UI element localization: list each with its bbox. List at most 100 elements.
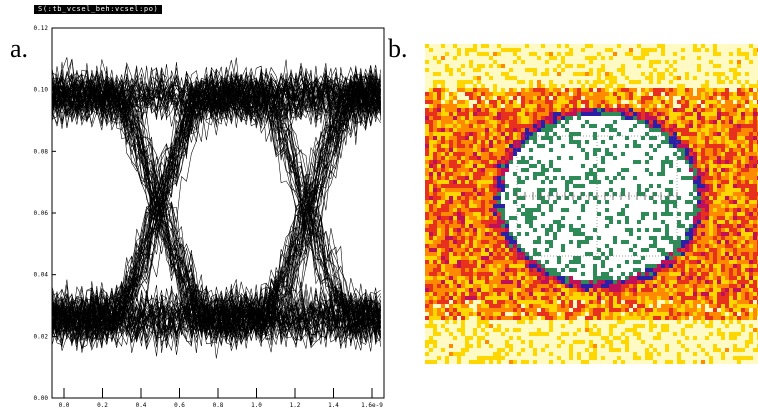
eye-trace-line bbox=[51, 82, 381, 335]
heatmap-cell bbox=[589, 52, 593, 56]
heatmap-cell bbox=[465, 156, 469, 160]
heatmap-cell bbox=[725, 200, 729, 204]
heatmap-cell bbox=[489, 316, 493, 320]
heatmap-cell bbox=[753, 304, 757, 308]
heatmap-cell bbox=[689, 288, 693, 292]
heatmap-cell bbox=[741, 280, 745, 284]
heatmap-cell bbox=[725, 260, 729, 264]
heatmap-cell bbox=[689, 232, 693, 236]
heatmap-cell bbox=[717, 128, 721, 132]
heatmap-cell bbox=[697, 288, 701, 292]
heatmap-cell bbox=[681, 80, 685, 84]
heatmap-cell bbox=[501, 208, 505, 212]
heatmap-cell bbox=[697, 204, 701, 208]
heatmap-cell bbox=[661, 220, 665, 224]
heatmap-cell bbox=[669, 92, 673, 96]
heatmap-cell bbox=[537, 312, 541, 316]
heatmap-cell bbox=[677, 320, 681, 324]
heatmap-cell bbox=[453, 216, 457, 220]
heatmap-cell bbox=[437, 316, 441, 320]
heatmap-cell bbox=[553, 168, 557, 172]
heatmap-cell bbox=[533, 240, 537, 244]
heatmap-cell bbox=[561, 276, 565, 280]
heatmap-cell bbox=[501, 144, 505, 148]
heatmap-cell bbox=[725, 176, 729, 180]
heatmap-cell bbox=[541, 168, 545, 172]
heatmap-cell bbox=[701, 112, 705, 116]
heatmap-cell bbox=[425, 204, 429, 208]
heatmap-cell bbox=[685, 60, 689, 64]
heatmap-cell bbox=[725, 76, 729, 80]
heatmap-cell bbox=[621, 176, 625, 180]
heatmap-cell bbox=[645, 296, 649, 300]
heatmap-cell bbox=[561, 176, 565, 180]
heatmap-cell bbox=[677, 308, 681, 312]
heatmap-cell bbox=[549, 276, 553, 280]
heatmap-cell bbox=[549, 320, 553, 324]
heatmap-cell bbox=[553, 44, 557, 48]
heatmap-cell bbox=[425, 80, 429, 84]
heatmap-cell bbox=[569, 48, 573, 52]
heatmap-cell bbox=[697, 156, 701, 160]
heatmap-cell bbox=[693, 100, 697, 104]
heatmap-cell bbox=[445, 172, 449, 176]
heatmap-cell bbox=[737, 288, 741, 292]
heatmap-cell bbox=[745, 284, 749, 288]
heatmap-cell bbox=[641, 248, 645, 252]
heatmap-cell bbox=[437, 236, 441, 240]
heatmap-cell bbox=[537, 208, 541, 212]
heatmap-cell bbox=[541, 116, 545, 120]
heatmap-cell bbox=[473, 148, 477, 152]
heatmap-cell bbox=[501, 224, 505, 228]
heatmap-cell bbox=[501, 244, 505, 248]
heatmap-cell bbox=[529, 316, 533, 320]
heatmap-cell bbox=[725, 228, 729, 232]
heatmap-cell bbox=[677, 196, 681, 200]
heatmap-cell bbox=[741, 152, 745, 156]
heatmap-cell bbox=[621, 76, 625, 80]
heatmap-cell bbox=[441, 124, 445, 128]
heatmap-cell bbox=[609, 276, 613, 280]
heatmap-cell bbox=[697, 196, 701, 200]
heatmap-cell bbox=[565, 312, 569, 316]
heatmap-cell bbox=[749, 196, 753, 200]
heatmap-cell bbox=[565, 100, 569, 104]
heatmap-cell bbox=[657, 264, 661, 268]
heatmap-cell bbox=[585, 80, 589, 84]
heatmap-cell bbox=[637, 144, 641, 148]
heatmap-cell bbox=[589, 180, 593, 184]
heatmap-cell bbox=[429, 168, 433, 172]
heatmap-cell bbox=[729, 172, 733, 176]
heatmap-cell bbox=[709, 120, 713, 124]
heatmap-cell bbox=[625, 88, 629, 92]
heatmap-cell bbox=[449, 152, 453, 156]
heatmap-cell bbox=[481, 288, 485, 292]
heatmap-cell bbox=[445, 156, 449, 160]
heatmap-cell bbox=[717, 156, 721, 160]
heatmap-cell bbox=[661, 304, 665, 308]
heatmap-cell bbox=[649, 292, 653, 296]
heatmap-cell bbox=[693, 280, 697, 284]
heatmap-cell bbox=[637, 160, 641, 164]
heatmap-cell bbox=[729, 60, 733, 64]
heatmap-cell bbox=[617, 80, 621, 84]
heatmap-cell bbox=[617, 324, 621, 328]
heatmap-cell bbox=[505, 288, 509, 292]
heatmap-cell bbox=[713, 48, 717, 52]
heatmap-cell bbox=[569, 280, 573, 284]
heatmap-cell bbox=[753, 216, 757, 220]
heatmap-cell bbox=[445, 296, 449, 300]
x-tick-label: 0.2 bbox=[97, 402, 108, 409]
heatmap-cell bbox=[533, 140, 537, 144]
heatmap-cell bbox=[681, 88, 685, 92]
heatmap-cell bbox=[745, 84, 749, 88]
heatmap-cell bbox=[453, 132, 457, 136]
heatmap-cell bbox=[573, 184, 577, 188]
heatmap-cell bbox=[749, 192, 753, 196]
heatmap-cell bbox=[685, 264, 689, 268]
heatmap-cell bbox=[453, 148, 457, 152]
heatmap-cell bbox=[525, 288, 529, 292]
heatmap-cell bbox=[733, 172, 737, 176]
heatmap-cell bbox=[457, 144, 461, 148]
heatmap-cell bbox=[729, 228, 733, 232]
